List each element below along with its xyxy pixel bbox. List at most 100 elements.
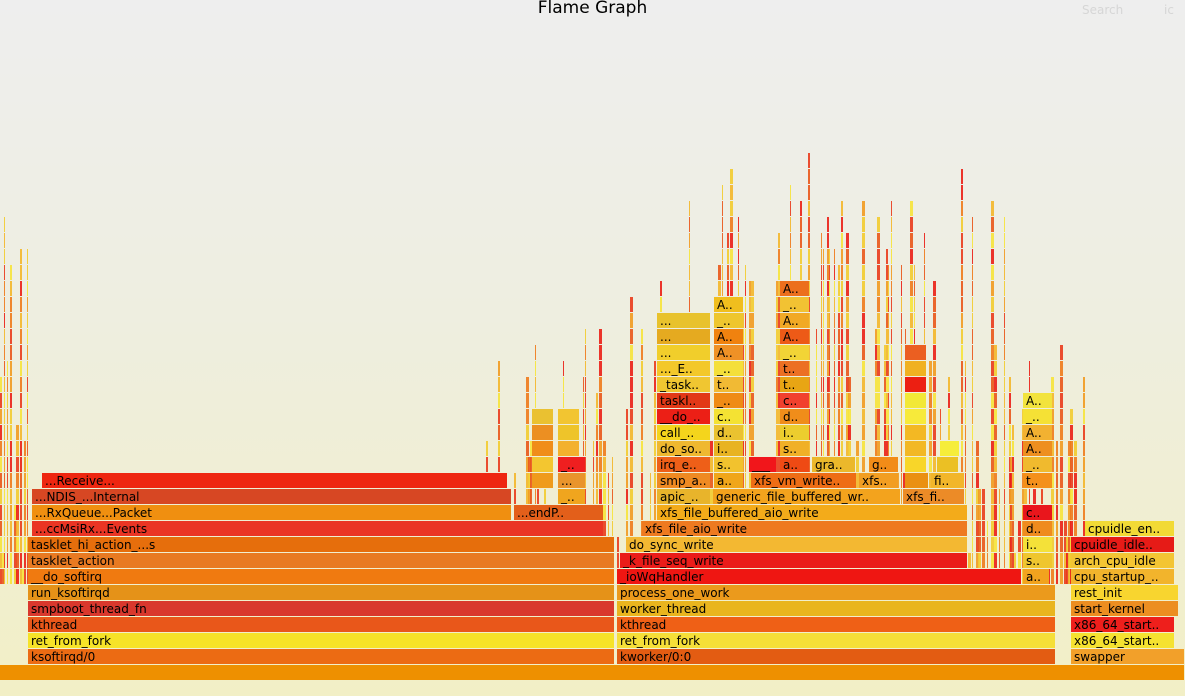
flame-frame[interactable] (905, 473, 928, 488)
ignorecase-toggle[interactable]: ic (1164, 3, 1174, 17)
flame-frame[interactable] (905, 425, 926, 440)
flame-frame[interactable] (780, 281, 809, 296)
flame-frame[interactable] (617, 633, 1055, 648)
flame-frame[interactable] (657, 489, 710, 504)
flame-frame[interactable] (32, 489, 511, 504)
flame-frame[interactable] (1071, 649, 1184, 664)
flame-frame[interactable] (42, 473, 507, 488)
flame-frame[interactable] (657, 393, 710, 408)
flame-frame[interactable] (780, 377, 809, 392)
flame-frame[interactable] (905, 457, 926, 472)
flame-frame[interactable] (532, 473, 553, 488)
flame-frame[interactable] (780, 393, 809, 408)
flame-frame[interactable] (780, 441, 809, 456)
flame-frame[interactable] (558, 409, 579, 424)
flame-frame[interactable] (32, 521, 603, 536)
flame-frame[interactable] (780, 313, 809, 328)
flame-frame[interactable] (28, 649, 614, 664)
flame-frame[interactable] (617, 601, 1055, 616)
flame-frame[interactable] (28, 537, 614, 552)
flame-frame[interactable] (869, 457, 898, 472)
flame-frame[interactable] (905, 345, 926, 360)
flame-frame[interactable] (1085, 521, 1174, 536)
flame-frame[interactable] (1071, 617, 1174, 632)
flame-frame[interactable] (657, 457, 710, 472)
flame-frame[interactable] (28, 617, 614, 632)
flame-frame[interactable] (28, 633, 614, 648)
flame-frame[interactable] (812, 457, 855, 472)
flame-frame[interactable] (532, 425, 553, 440)
flame-frame[interactable] (905, 393, 926, 408)
flame-frame[interactable] (657, 377, 710, 392)
flame-frame[interactable] (780, 361, 809, 376)
flame-frame[interactable] (903, 489, 964, 504)
flame-frame[interactable] (937, 457, 958, 472)
flame-frame[interactable] (657, 441, 710, 456)
flame-frame[interactable] (1023, 441, 1052, 456)
flame-frame[interactable] (558, 441, 579, 456)
flame-frame[interactable] (642, 521, 967, 536)
flame-frame[interactable] (780, 409, 809, 424)
flame-frame[interactable] (905, 409, 926, 424)
flame-frame[interactable] (657, 409, 710, 424)
flame-frame[interactable] (1023, 553, 1052, 568)
flame-frame[interactable] (657, 329, 710, 344)
flame-frame[interactable] (558, 489, 585, 504)
flame-frame[interactable] (714, 425, 743, 440)
flame-frame[interactable] (514, 505, 603, 520)
flame-frame[interactable] (28, 601, 614, 616)
flame-frame[interactable] (714, 393, 743, 408)
flame-frame[interactable] (780, 345, 809, 360)
flame-frame[interactable] (32, 505, 511, 520)
flame-frame[interactable] (617, 569, 1021, 584)
flame-frame[interactable] (905, 361, 926, 376)
flame-frame[interactable] (532, 441, 553, 456)
flame-frame[interactable] (1023, 505, 1052, 520)
flame-frame[interactable] (905, 377, 926, 392)
flame-frame[interactable] (714, 361, 743, 376)
flame-frame[interactable] (1023, 473, 1052, 488)
flame-frame[interactable] (714, 457, 743, 472)
flame-frame[interactable] (558, 473, 585, 488)
flame-frame[interactable] (617, 585, 1055, 600)
flame-frame[interactable] (714, 473, 743, 488)
flame-frame[interactable] (28, 553, 614, 568)
flame-frame[interactable] (780, 457, 809, 472)
flame-frame[interactable] (780, 425, 809, 440)
flame-frame[interactable] (751, 473, 856, 488)
flame-frame[interactable] (657, 505, 967, 520)
flame-frame[interactable] (558, 425, 579, 440)
flame-frame[interactable] (617, 649, 1055, 664)
flame-frame[interactable] (1071, 569, 1174, 584)
flame-frame[interactable] (0, 665, 1184, 680)
flame-frame[interactable] (714, 345, 743, 360)
flame-frame[interactable] (714, 377, 743, 392)
flame-frame[interactable] (657, 425, 710, 440)
flame-frame[interactable] (940, 441, 959, 456)
flame-frame[interactable] (657, 313, 710, 328)
flame-frame[interactable] (1023, 393, 1052, 408)
flame-frame[interactable] (714, 329, 743, 344)
flame-frame[interactable] (28, 585, 614, 600)
flame-frame[interactable] (1023, 569, 1049, 584)
flame-frame[interactable] (780, 329, 809, 344)
flame-frame[interactable] (714, 297, 743, 312)
flame-frame[interactable] (657, 345, 710, 360)
flame-frame[interactable] (1023, 409, 1052, 424)
flame-frame[interactable] (617, 617, 1055, 632)
flame-frame[interactable] (1071, 553, 1174, 568)
flame-frame[interactable] (859, 473, 898, 488)
flame-frame[interactable] (1023, 521, 1052, 536)
flame-frame[interactable] (620, 553, 967, 568)
flame-frame[interactable] (1023, 537, 1052, 552)
flame-frame[interactable] (558, 457, 585, 472)
flame-frame[interactable] (657, 361, 710, 376)
flame-frame[interactable] (532, 409, 553, 424)
flame-frame[interactable] (1071, 633, 1174, 648)
flame-frame[interactable] (28, 569, 614, 584)
flame-frame[interactable] (714, 441, 743, 456)
flame-frame[interactable] (931, 473, 964, 488)
flame-frame[interactable] (1071, 601, 1178, 616)
flame-frame[interactable] (626, 537, 967, 552)
flame-frame[interactable] (713, 489, 900, 504)
